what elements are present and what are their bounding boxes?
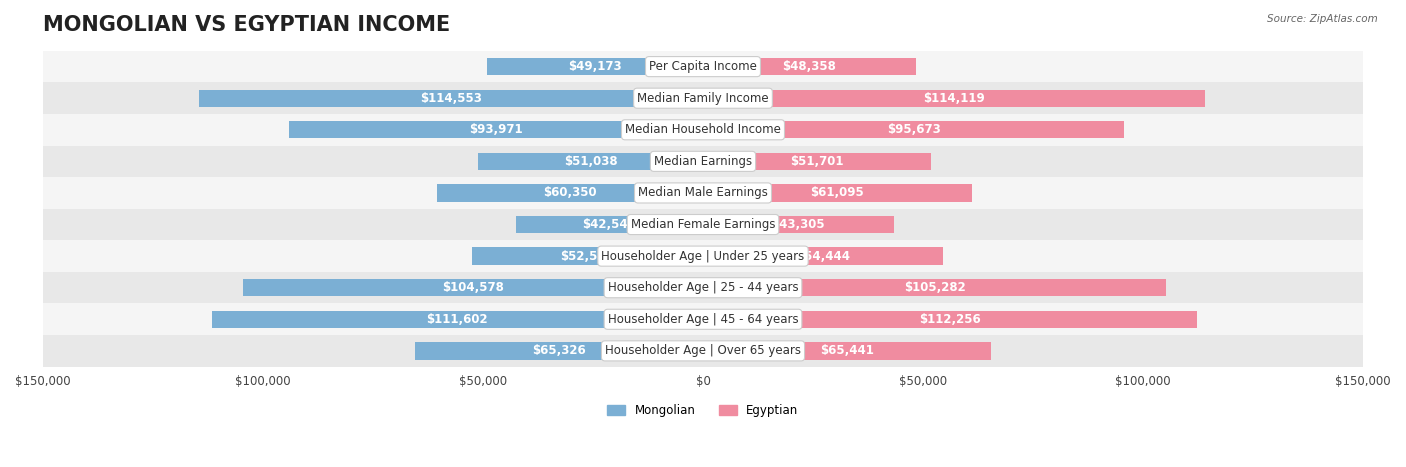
Bar bbox=[703, 248, 942, 265]
Bar bbox=[42, 209, 1364, 241]
Bar bbox=[198, 90, 703, 107]
Text: $93,971: $93,971 bbox=[470, 123, 523, 136]
Text: Householder Age | 45 - 64 years: Householder Age | 45 - 64 years bbox=[607, 313, 799, 326]
Text: $95,673: $95,673 bbox=[887, 123, 941, 136]
Legend: Mongolian, Egyptian: Mongolian, Egyptian bbox=[603, 399, 803, 422]
Text: $105,282: $105,282 bbox=[904, 281, 966, 294]
Text: $60,350: $60,350 bbox=[543, 186, 598, 199]
Bar bbox=[212, 311, 703, 328]
Text: $114,553: $114,553 bbox=[420, 92, 482, 105]
Text: $111,602: $111,602 bbox=[426, 313, 488, 326]
Bar bbox=[42, 272, 1364, 304]
Text: $65,326: $65,326 bbox=[533, 344, 586, 357]
Text: $104,578: $104,578 bbox=[441, 281, 503, 294]
Bar bbox=[703, 279, 1167, 297]
Bar bbox=[478, 153, 703, 170]
Bar bbox=[703, 58, 915, 75]
Bar bbox=[703, 90, 1205, 107]
Text: Median Female Earnings: Median Female Earnings bbox=[631, 218, 775, 231]
Text: Median Family Income: Median Family Income bbox=[637, 92, 769, 105]
Bar bbox=[516, 216, 703, 233]
Text: $48,358: $48,358 bbox=[783, 60, 837, 73]
Text: Householder Age | Under 25 years: Householder Age | Under 25 years bbox=[602, 250, 804, 262]
Bar bbox=[42, 177, 1364, 209]
Text: $51,038: $51,038 bbox=[564, 155, 617, 168]
Text: Householder Age | 25 - 44 years: Householder Age | 25 - 44 years bbox=[607, 281, 799, 294]
Bar bbox=[703, 216, 894, 233]
Text: Source: ZipAtlas.com: Source: ZipAtlas.com bbox=[1267, 14, 1378, 24]
Text: $49,173: $49,173 bbox=[568, 60, 621, 73]
Bar bbox=[42, 335, 1364, 367]
Bar bbox=[42, 304, 1364, 335]
Text: $54,444: $54,444 bbox=[796, 250, 849, 262]
Text: Median Household Income: Median Household Income bbox=[626, 123, 780, 136]
Text: $65,441: $65,441 bbox=[820, 344, 875, 357]
Bar bbox=[703, 153, 931, 170]
Bar bbox=[42, 146, 1364, 177]
Bar bbox=[42, 114, 1364, 146]
Text: $42,542: $42,542 bbox=[582, 218, 637, 231]
Text: $61,095: $61,095 bbox=[811, 186, 865, 199]
Text: Per Capita Income: Per Capita Income bbox=[650, 60, 756, 73]
Text: $114,119: $114,119 bbox=[924, 92, 986, 105]
Bar bbox=[703, 184, 972, 202]
Text: $112,256: $112,256 bbox=[920, 313, 981, 326]
Bar bbox=[416, 342, 703, 360]
Bar bbox=[437, 184, 703, 202]
Bar bbox=[243, 279, 703, 297]
Bar bbox=[42, 51, 1364, 82]
Bar bbox=[703, 342, 991, 360]
Bar bbox=[290, 121, 703, 139]
Text: MONGOLIAN VS EGYPTIAN INCOME: MONGOLIAN VS EGYPTIAN INCOME bbox=[42, 15, 450, 35]
Text: Median Earnings: Median Earnings bbox=[654, 155, 752, 168]
Text: $51,701: $51,701 bbox=[790, 155, 844, 168]
Text: Median Male Earnings: Median Male Earnings bbox=[638, 186, 768, 199]
Bar bbox=[703, 121, 1123, 139]
Text: Householder Age | Over 65 years: Householder Age | Over 65 years bbox=[605, 344, 801, 357]
Bar bbox=[472, 248, 703, 265]
Bar bbox=[703, 311, 1197, 328]
Text: $52,540: $52,540 bbox=[561, 250, 614, 262]
Bar bbox=[42, 241, 1364, 272]
Bar bbox=[42, 82, 1364, 114]
Bar bbox=[486, 58, 703, 75]
Text: $43,305: $43,305 bbox=[772, 218, 825, 231]
